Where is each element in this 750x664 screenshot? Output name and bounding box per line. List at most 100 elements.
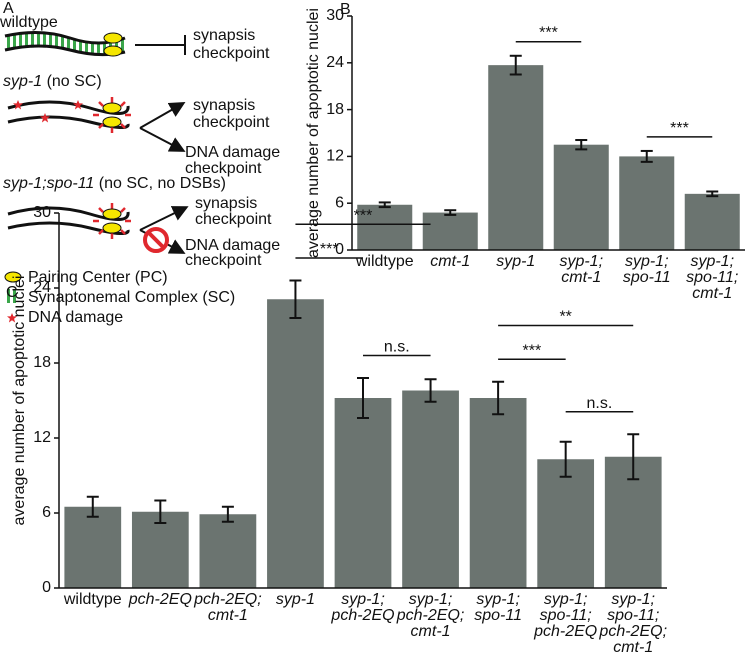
significance-label: n.s. (587, 395, 613, 412)
label-line: syp-1 (496, 253, 535, 270)
error-bar (627, 433, 640, 481)
x-tick-label: syp-1; spo-11; cmt-1 (686, 253, 738, 302)
y-axis-label: average number of apoptotic nuclei (11, 276, 28, 526)
y-tick-label: 18 (33, 354, 51, 371)
panel-label: C (6, 284, 18, 301)
x-tick-label: syp-1 (496, 253, 535, 270)
bar (334, 398, 392, 588)
bar (488, 65, 544, 250)
y-axis-label: average number of apoptotic nuclei (305, 8, 322, 258)
x-tick-label: syp-1; spo-11 (623, 253, 671, 286)
bar (684, 193, 740, 250)
note: (no SC, no DSBs) (99, 175, 226, 192)
label-line: cmt-1 (561, 269, 601, 286)
label-line: syp-1; (625, 253, 669, 270)
label-line: syp-1; (544, 591, 588, 608)
legend-label: DNA damage (28, 309, 123, 326)
label-line: syp-1 (276, 591, 315, 608)
error-bar (378, 201, 391, 209)
y-tick-label: 24 (326, 54, 344, 71)
label-line: pch-2EQ (330, 607, 394, 624)
label-line: syp-1; (341, 591, 385, 608)
label-line: spo-11; (607, 607, 659, 624)
significance-label: ** (559, 309, 571, 326)
label-line: pch-2EQ; (193, 591, 262, 608)
y-tick-label: 30 (33, 204, 51, 221)
error-bar (706, 190, 719, 198)
x-tick-label: syp-1; cmt-1 (559, 253, 603, 286)
checkpoint-label: synapsis (193, 97, 255, 114)
bar (64, 506, 122, 588)
bar (267, 299, 324, 588)
x-tick-label: wildtype (355, 253, 414, 270)
x-tick-label: pch-2EQ (128, 591, 192, 608)
bar (553, 144, 609, 250)
legend-label: Synaptonemal Complex (SC) (28, 289, 235, 306)
significance-label: n.s. (384, 339, 410, 356)
x-tick-label: syp-1; spo-11 (474, 591, 522, 624)
syp1-spo11-chromosomes (7, 201, 189, 254)
significance-label: *** (539, 25, 558, 42)
y-tick-label: 12 (326, 148, 344, 165)
label-line: pch-2EQ (128, 591, 192, 608)
x-tick-label: pch-2EQ; cmt-1 (193, 591, 262, 624)
label-line: cmt-1 (411, 623, 451, 640)
error-bar (289, 279, 302, 319)
bar (619, 156, 675, 250)
y-tick-label: 6 (335, 194, 344, 211)
gene: syp-1;spo-11 (3, 175, 94, 192)
significance-label: *** (523, 342, 542, 359)
panel-label: A (3, 0, 14, 17)
genotype-title: syp-1;spo-11 (no SC, no DSBs) (3, 175, 226, 192)
label-line: pch-2EQ; (598, 623, 667, 640)
checkpoint-label: checkpoint (195, 211, 272, 228)
x-tick-label: syp-1; pch-2EQ; cmt-1 (396, 591, 465, 640)
gene: syp-1 (3, 73, 42, 90)
label-line: cmt-1 (208, 607, 248, 624)
label-line: syp-1; (476, 591, 520, 608)
y-tick-label: 24 (33, 279, 51, 296)
checkpoint-label: synapsis (193, 27, 255, 44)
error-bar (221, 505, 234, 523)
x-tick-label: syp-1; pch-2EQ (330, 591, 394, 624)
bar (357, 204, 413, 250)
x-tick-label: syp-1; spo-11; pch-2EQ; cmt-1 (598, 591, 667, 656)
checkpoint-label: DNA damage (185, 237, 280, 254)
label-line: syp-1; (611, 591, 655, 608)
significance-label: *** (320, 241, 339, 258)
checkpoint-label: checkpoint (185, 252, 262, 269)
label-line: spo-11; (686, 269, 738, 286)
y-tick-label: 18 (326, 101, 344, 118)
significance-label: *** (354, 207, 373, 224)
error-bar (424, 378, 437, 403)
bar (469, 398, 527, 588)
checkpoint-label: checkpoint (193, 114, 270, 131)
x-tick-label: wildtype (63, 591, 122, 608)
genotype-title: syp-1 (no SC) (3, 73, 102, 90)
error-bar (492, 380, 505, 416)
wildtype-title: wildtype (0, 14, 58, 31)
x-tick-label: cmt-1 (430, 253, 470, 270)
error-bar (575, 139, 588, 151)
label-line: pch-2EQ (533, 623, 597, 640)
y-tick-label: 12 (33, 429, 51, 446)
panel-label: B (340, 1, 351, 18)
checkpoint-label: checkpoint (185, 160, 262, 177)
label-line: wildtype (63, 591, 122, 608)
label-line: syp-1; (559, 253, 603, 270)
error-bar (154, 499, 167, 524)
label-line: cmt-1 (692, 285, 732, 302)
error-bar (640, 149, 653, 163)
bar (402, 390, 459, 588)
label-line: spo-11; (540, 607, 592, 624)
error-bar (559, 440, 572, 478)
legend: Pairing Center (PC) Synaptonemal Complex… (4, 269, 235, 326)
panel-a: A wildtype synapsis checkpoint syp-1 (no… (0, 0, 280, 326)
checkpoint-label: synapsis (195, 195, 257, 212)
note: (no SC) (47, 73, 102, 90)
checkpoint-label: checkpoint (193, 45, 270, 62)
bar (422, 212, 478, 250)
syp1-chromosomes (7, 95, 186, 152)
bar (131, 511, 189, 588)
